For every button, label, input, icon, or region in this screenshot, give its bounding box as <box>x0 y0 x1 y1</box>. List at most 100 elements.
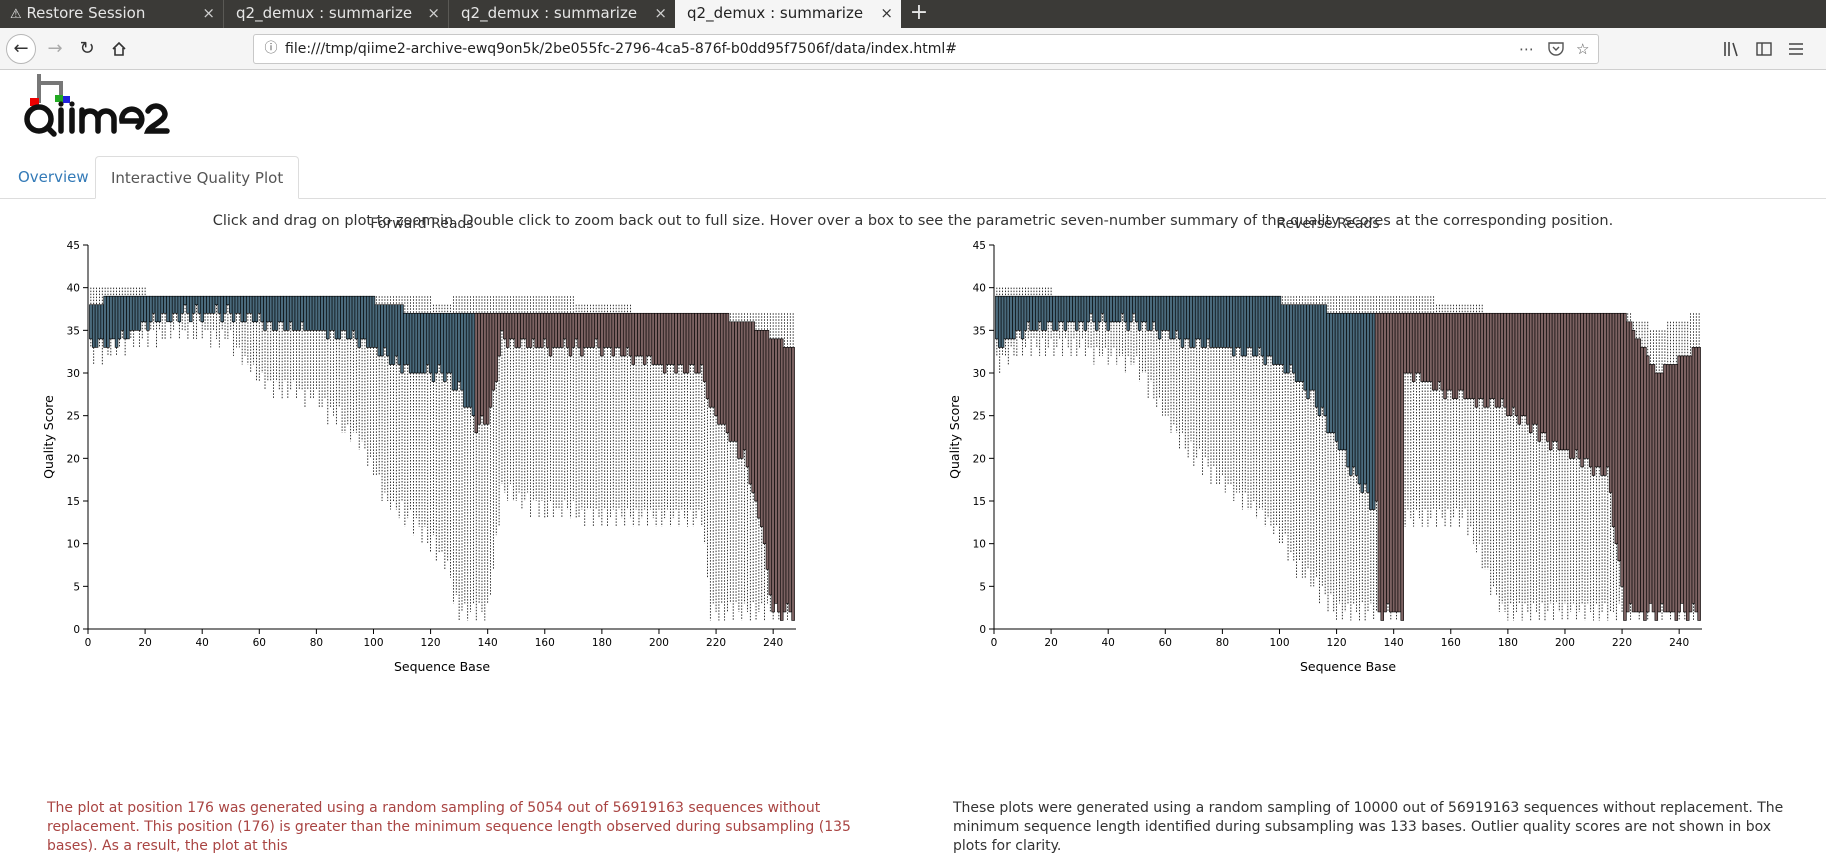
quality-box[interactable] <box>1060 295 1065 323</box>
quality-box[interactable] <box>1571 312 1576 459</box>
quality-box[interactable] <box>1651 364 1656 613</box>
box-position[interactable] <box>423 296 427 527</box>
box-position[interactable] <box>560 296 564 519</box>
quality-box[interactable] <box>237 295 242 314</box>
box-position[interactable] <box>1409 296 1413 519</box>
quality-box[interactable] <box>500 312 504 331</box>
box-position[interactable] <box>1300 296 1305 578</box>
box-position[interactable] <box>169 295 173 339</box>
quality-box[interactable] <box>1117 295 1122 323</box>
box-position[interactable] <box>231 295 236 356</box>
close-tab-icon[interactable]: × <box>880 4 893 22</box>
quality-box[interactable] <box>474 312 478 434</box>
quality-box[interactable] <box>388 304 393 365</box>
box-position[interactable] <box>1269 295 1273 527</box>
quality-box[interactable] <box>580 312 584 357</box>
quality-box[interactable] <box>308 295 313 331</box>
box-position[interactable] <box>537 296 541 519</box>
box-position[interactable] <box>1688 313 1693 613</box>
quality-box[interactable] <box>1206 295 1210 340</box>
quality-box[interactable] <box>614 312 618 348</box>
quality-box[interactable] <box>665 312 670 365</box>
box-position[interactable] <box>1546 312 1550 612</box>
box-position[interactable] <box>480 296 484 612</box>
quality-box[interactable] <box>1166 295 1170 331</box>
quality-box[interactable] <box>791 347 795 621</box>
quality-box[interactable] <box>197 295 202 314</box>
box-position[interactable] <box>497 296 501 527</box>
quality-box[interactable] <box>1528 312 1533 434</box>
box-position[interactable] <box>1460 304 1464 519</box>
quality-box[interactable] <box>1243 295 1247 357</box>
box-position[interactable] <box>306 295 310 391</box>
box-position[interactable] <box>1123 295 1128 373</box>
quality-box[interactable] <box>1063 295 1068 331</box>
box-position[interactable] <box>565 296 570 510</box>
quality-box[interactable] <box>565 312 570 348</box>
box-position[interactable] <box>1574 312 1579 621</box>
box-position[interactable] <box>1037 287 1042 356</box>
box-position[interactable] <box>300 295 304 391</box>
box-position[interactable] <box>1069 295 1073 356</box>
box-position[interactable] <box>1626 313 1630 613</box>
box-position[interactable] <box>280 295 284 399</box>
quality-box[interactable] <box>748 321 753 485</box>
box-position[interactable] <box>1400 296 1404 621</box>
box-position[interactable] <box>465 296 470 621</box>
quality-box[interactable] <box>551 312 556 348</box>
quality-box[interactable] <box>320 295 324 331</box>
box-position[interactable] <box>420 296 424 544</box>
quality-box[interactable] <box>186 295 190 314</box>
quality-box[interactable] <box>1120 295 1125 314</box>
box-position[interactable] <box>1200 295 1205 476</box>
box-position[interactable] <box>728 313 733 604</box>
quality-box[interactable] <box>1548 312 1553 451</box>
box-position[interactable] <box>1049 287 1053 339</box>
box-position[interactable] <box>1534 312 1539 612</box>
box-position[interactable] <box>588 304 593 510</box>
quality-box[interactable] <box>1309 304 1313 391</box>
box-position[interactable] <box>94 287 99 348</box>
box-position[interactable] <box>1032 287 1036 339</box>
quality-box[interactable] <box>1220 295 1225 348</box>
quality-box[interactable] <box>408 312 413 374</box>
quality-box[interactable] <box>668 312 673 365</box>
box-position[interactable] <box>580 304 584 510</box>
quality-box[interactable] <box>1483 312 1487 408</box>
quality-box[interactable] <box>1297 304 1302 382</box>
quality-box[interactable] <box>1269 295 1273 357</box>
box-position[interactable] <box>1420 296 1424 527</box>
quality-box[interactable] <box>1491 312 1496 399</box>
box-position[interactable] <box>1528 312 1533 621</box>
box-position[interactable] <box>1480 304 1484 570</box>
box-position[interactable] <box>702 312 707 544</box>
box-position[interactable] <box>1614 312 1619 621</box>
quality-box[interactable] <box>283 295 287 331</box>
quality-box[interactable] <box>720 312 724 425</box>
box-position[interactable] <box>366 295 370 467</box>
quality-box[interactable] <box>1580 312 1584 468</box>
box-position[interactable] <box>468 296 473 612</box>
quality-box[interactable] <box>1546 312 1550 442</box>
box-position[interactable] <box>1314 296 1319 578</box>
quality-box[interactable] <box>577 312 581 348</box>
box-position[interactable] <box>1440 304 1444 519</box>
box-position[interactable] <box>1220 295 1225 476</box>
quality-box[interactable] <box>263 295 267 331</box>
box-position[interactable] <box>708 312 713 621</box>
quality-box[interactable] <box>1440 312 1444 391</box>
quality-box[interactable] <box>386 304 390 357</box>
quality-box[interactable] <box>617 312 621 348</box>
quality-box[interactable] <box>1668 364 1673 613</box>
quality-box[interactable] <box>1371 312 1376 510</box>
quality-box[interactable] <box>234 295 239 314</box>
quality-box[interactable] <box>266 295 270 323</box>
quality-box[interactable] <box>1146 295 1150 331</box>
quality-box[interactable] <box>583 312 587 348</box>
quality-box[interactable] <box>1557 312 1561 451</box>
box-position[interactable] <box>625 304 630 510</box>
box-position[interactable] <box>1286 296 1290 561</box>
box-position[interactable] <box>1443 304 1447 527</box>
box-position[interactable] <box>1406 296 1410 510</box>
quality-box[interactable] <box>1346 312 1350 468</box>
